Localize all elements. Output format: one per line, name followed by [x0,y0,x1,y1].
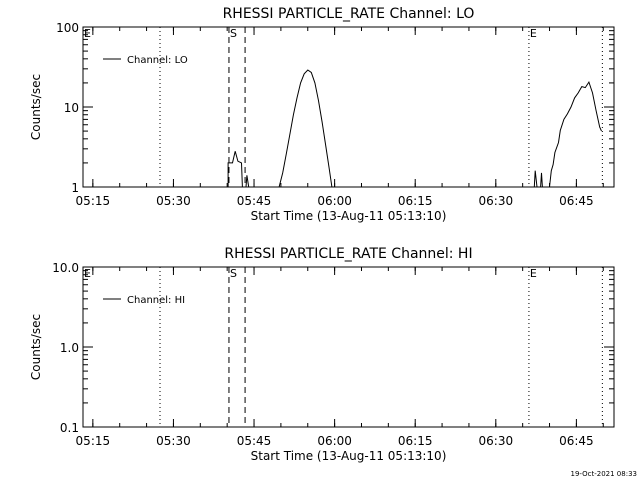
x-tick-label: 06:00 [317,434,352,448]
y-tick-label: 100 [56,21,79,35]
y-tick-label: 10 [64,101,79,115]
plot-frame [82,26,615,188]
marker-label: S [230,267,237,280]
y-tick-label: 0.1 [60,421,79,435]
x-tick-label: 05:30 [156,434,191,448]
x-axis-label: Start Time (13-Aug-11 05:13:10) [251,449,447,463]
y-tick-label: 1 [71,181,79,195]
x-axis-label: Start Time (13-Aug-11 05:13:10) [251,209,447,223]
marker-label: E [84,27,91,40]
y-axis-label: Counts/sec [29,314,43,380]
legend-label: Channel: LO [127,55,188,66]
footer-timestamp: 19-Oct-2021 08:33 [571,470,637,478]
x-tick-label: 06:45 [559,434,594,448]
y-axis-label: Counts/sec [29,74,43,140]
x-tick-label: 05:45 [237,194,272,208]
x-tick-label: 06:15 [398,194,433,208]
x-tick-label: 05:15 [76,194,111,208]
chart-panel-2: RHESSI PARTICLE_RATE Channel: HI 05:15 05:… [29,246,615,463]
x-tick-label: 05:30 [156,194,191,208]
chart-title: RHESSI PARTICLE_RATE Channel: LO [223,6,475,22]
y-tick-label: 10.0 [52,261,79,275]
marker-label: S [230,27,237,40]
series-line [227,69,602,188]
x-tick-label: 05:45 [237,434,272,448]
y-tick-label: 1.0 [60,341,79,355]
x-tick-label: 06:30 [479,194,514,208]
chart-panel-1: RHESSI PARTICLE_RATE Channel: LO 05:15 05:… [29,6,615,223]
marker-label: E [84,267,91,280]
x-tick-label: 06:15 [398,434,433,448]
x-tick-label: 06:45 [559,194,594,208]
plot-frame [82,266,615,428]
chart-title: RHESSI PARTICLE_RATE Channel: HI [224,246,472,262]
x-tick-label: 06:00 [317,194,352,208]
x-tick-label: 05:15 [76,434,111,448]
x-tick-label: 06:30 [479,434,514,448]
marker-label: E [530,267,537,280]
marker-label: E [530,27,537,40]
legend-label: Channel: HI [127,295,185,306]
